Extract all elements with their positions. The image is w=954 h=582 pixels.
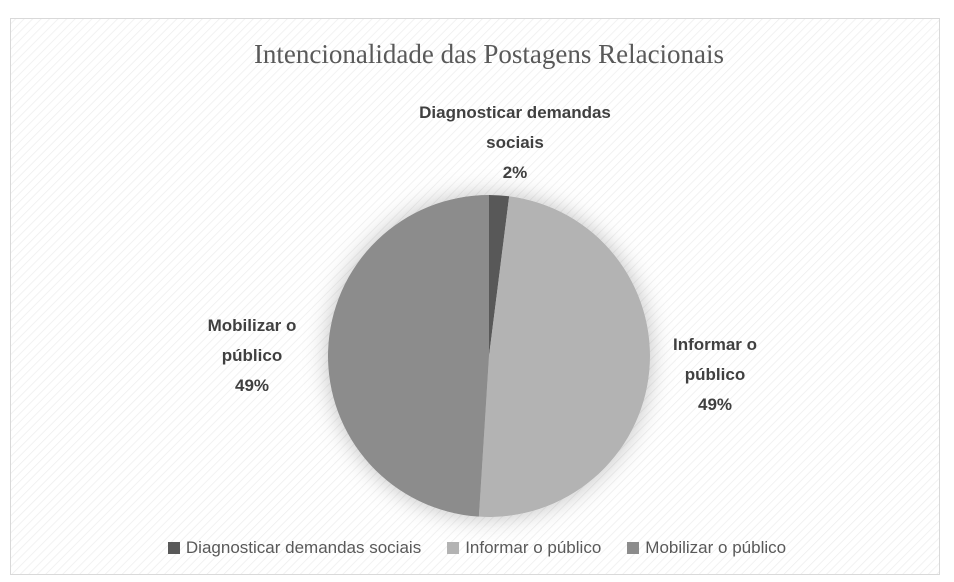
chart-frame [10,18,940,575]
label-category: Informar o público [672,335,758,384]
label-category: Diagnosticar demandas sociais [419,103,611,152]
pie [327,195,651,518]
legend-item: Informar o público [447,538,601,558]
legend-swatch [447,542,460,554]
pie-slice [327,195,489,517]
legend-label: Mobilizar o público [645,538,787,557]
label-value: 2% [502,163,528,182]
data-label: Mobilizar o público 49% [177,311,327,401]
legend-label: Diagnosticar demandas sociais [185,538,422,557]
label-value: 49% [234,376,270,395]
data-label: Diagnosticar demandas sociais 2% [415,98,615,188]
legend: Diagnosticar demandas sociais Informar o … [0,538,954,558]
pie-slice [489,195,510,356]
chart-title: Intencionalidade das Postagens Relaciona… [254,39,724,69]
pie-slice [478,196,651,518]
label-value: 49% [697,395,733,414]
legend-swatch [627,542,640,554]
legend-item: Diagnosticar demandas sociais [167,538,422,558]
label-category: Mobilizar o público [207,316,297,365]
legend-label: Informar o público [465,538,602,557]
data-label: Informar o público 49% [645,330,785,420]
legend-item: Mobilizar o público [627,538,786,558]
legend-swatch [167,542,180,554]
